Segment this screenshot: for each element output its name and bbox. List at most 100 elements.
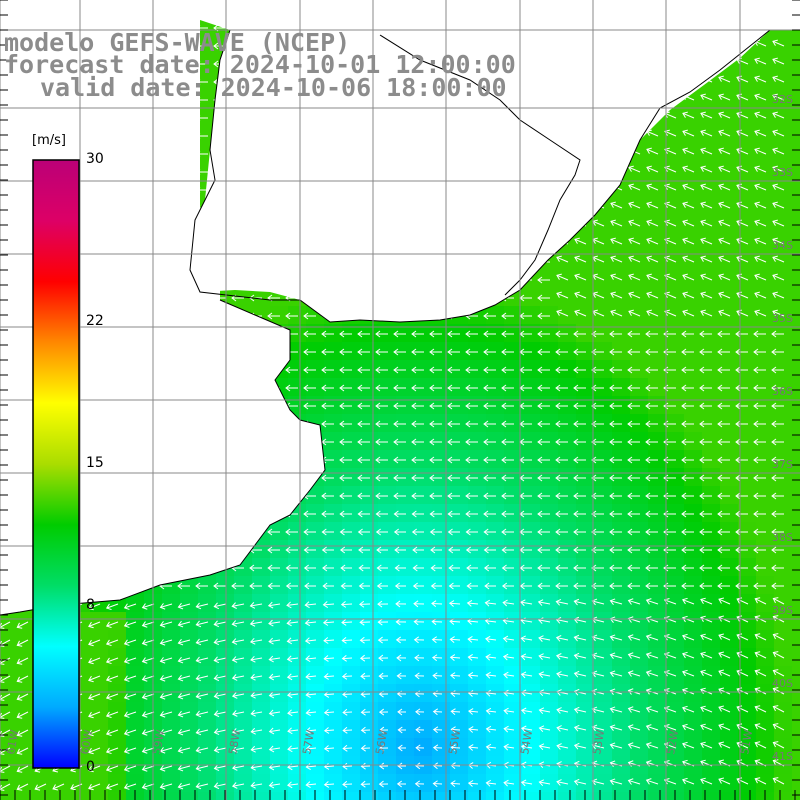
field-cell	[522, 558, 540, 576]
wind-arrow-head	[682, 183, 688, 190]
field-cell	[432, 540, 450, 558]
wind-arrow-head	[321, 492, 327, 500]
field-cell	[450, 666, 468, 684]
wind-arrow-head	[357, 366, 363, 374]
field-cell	[738, 450, 756, 468]
wind-arrow-head	[395, 600, 401, 608]
field-cell	[612, 666, 630, 684]
field-cell	[504, 594, 522, 612]
field-cell	[792, 378, 800, 396]
field-cell	[576, 648, 594, 666]
field-cell	[540, 342, 558, 360]
field-cell	[720, 324, 738, 342]
field-cell	[342, 558, 360, 576]
wind-arrow-head	[393, 438, 399, 446]
wind-arrow-head	[393, 456, 399, 464]
field-cell	[378, 324, 396, 342]
wind-arrow	[431, 602, 443, 605]
wind-arrow-head	[267, 546, 273, 554]
field-cell	[576, 684, 594, 702]
field-cell	[288, 594, 306, 612]
wind-arrow-head	[321, 348, 327, 356]
wind-arrow-head	[520, 599, 526, 607]
wind-arrow-head	[718, 111, 724, 118]
field-cell	[720, 396, 738, 414]
wind-arrow-head	[393, 420, 399, 428]
wind-arrow-head	[375, 330, 381, 338]
field-cell	[684, 126, 702, 144]
field-cell	[666, 450, 684, 468]
field-cell	[792, 72, 800, 90]
field-cell	[756, 234, 774, 252]
field-cell	[396, 432, 414, 450]
wind-arrow-head	[699, 420, 705, 428]
field-cell	[342, 594, 360, 612]
wind-arrow	[754, 310, 767, 317]
wind-arrow-head	[754, 75, 760, 82]
field-cell	[522, 288, 540, 306]
wind-arrow-head	[322, 564, 328, 572]
wind-arrow	[574, 310, 587, 317]
field-cell	[684, 738, 702, 756]
wind-arrow-head	[682, 129, 688, 136]
wind-arrow-head	[700, 165, 706, 172]
wind-arrow-head	[628, 183, 634, 190]
field-cell	[252, 792, 270, 800]
field-cell	[738, 342, 756, 360]
field-cell	[630, 666, 648, 684]
field-cell	[198, 720, 216, 738]
field-cell	[522, 324, 540, 342]
wind-arrow-head	[682, 147, 688, 154]
wind-arrow-head	[591, 348, 597, 356]
field-cell	[774, 216, 792, 234]
wind-arrow-head	[429, 366, 435, 374]
wind-arrow	[718, 292, 731, 299]
field-cell	[738, 306, 756, 324]
wind-arrow-head	[664, 219, 670, 226]
field-cell	[378, 450, 396, 468]
field-cell	[648, 630, 666, 648]
wind-arrow	[682, 130, 695, 137]
field-cell	[540, 378, 558, 396]
wind-arrow-head	[753, 564, 759, 572]
field-cell	[450, 702, 468, 720]
wind-arrow-head	[717, 366, 723, 374]
field-cell	[540, 540, 558, 558]
field-cell	[18, 738, 36, 756]
wind-arrow-head	[375, 438, 381, 446]
wind-arrow-head	[628, 219, 634, 226]
field-cell	[342, 396, 360, 414]
field-cell	[504, 792, 522, 800]
field-cell	[522, 522, 540, 540]
field-cell	[522, 378, 540, 396]
wind-arrow-head	[700, 291, 706, 298]
field-cell	[594, 234, 612, 252]
wind-arrow	[646, 148, 659, 155]
field-cell	[432, 594, 450, 612]
field-cell	[558, 450, 576, 468]
field-cell	[630, 774, 648, 792]
field-cell	[612, 414, 630, 432]
field-cell	[540, 594, 558, 612]
field-cell	[216, 684, 234, 702]
field-cell	[612, 360, 630, 378]
field-cell	[594, 792, 612, 800]
field-cell	[306, 594, 324, 612]
wind-arrow-head	[645, 546, 651, 554]
wind-arrow-head	[717, 564, 723, 572]
wind-arrow-head	[591, 366, 597, 374]
field-cell	[558, 432, 576, 450]
field-cell	[774, 198, 792, 216]
field-cell	[738, 162, 756, 180]
field-cell	[342, 612, 360, 630]
field-cell	[414, 432, 432, 450]
field-cell	[792, 198, 800, 216]
wind-arrow	[700, 112, 713, 119]
field-cell	[108, 792, 126, 800]
wind-arrow-head	[555, 438, 561, 446]
field-cell	[702, 522, 720, 540]
field-cell	[522, 648, 540, 666]
wind-arrow	[485, 602, 497, 605]
field-cell	[486, 396, 504, 414]
field-cell	[252, 684, 270, 702]
